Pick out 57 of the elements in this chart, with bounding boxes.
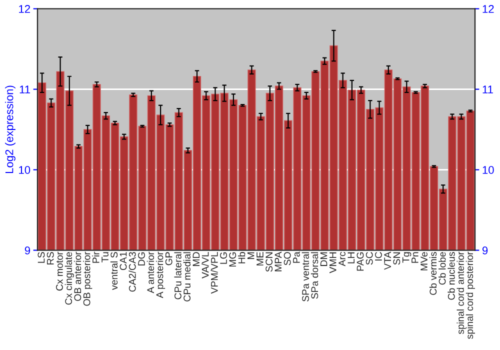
x-tick-label: A posterior bbox=[156, 252, 166, 298]
x-tick-label: RS bbox=[46, 252, 54, 264]
y2-tick-label: 11 bbox=[482, 86, 493, 94]
y-tick-label: 10 bbox=[19, 166, 30, 174]
x-tick-label: SO bbox=[284, 252, 291, 266]
x-tick-label: ventral S bbox=[110, 252, 118, 290]
x-tick-label: Tu bbox=[102, 252, 108, 262]
y-axis-title: Log2 (expression) bbox=[5, 86, 16, 174]
x-tick-label: M bbox=[248, 252, 254, 259]
x-tick-label: MPA bbox=[274, 252, 282, 272]
y2-tick-label: 12 bbox=[482, 5, 494, 13]
x-tick-label: Hb bbox=[238, 252, 246, 264]
x-tick-label: OB posterior bbox=[83, 252, 92, 306]
x-tick-label: Cb vermis bbox=[429, 252, 437, 295]
x-tick-label: Pir bbox=[92, 252, 100, 263]
x-tick-label: SN bbox=[393, 252, 400, 265]
x-tick-label: CA1 bbox=[120, 252, 127, 270]
y2-tick-label: 9 bbox=[482, 246, 488, 254]
y2-tick-label: 10 bbox=[482, 166, 494, 174]
x-tick-label: spinal cord anterior bbox=[456, 252, 466, 334]
x-tick-label: SPa dorsal bbox=[310, 252, 318, 299]
x-tick-label: Tg bbox=[402, 252, 412, 263]
x-tick-label: LS bbox=[38, 252, 45, 263]
x-tick-label: VTA bbox=[384, 252, 391, 270]
x-tick-label: VA/VL bbox=[202, 252, 209, 278]
x-tick-label: Arc bbox=[338, 252, 346, 266]
x-tick-label: A anterior bbox=[146, 252, 154, 294]
x-tick-label: CPu medial bbox=[183, 252, 190, 302]
x-tick-label: VMH bbox=[330, 252, 336, 274]
x-tick-label: VPM/VPL bbox=[210, 252, 218, 294]
x-tick-label: IC bbox=[375, 252, 382, 260]
x-tick-label: Cb nucleus bbox=[448, 252, 455, 300]
x-tick-label: OB anterior bbox=[74, 252, 82, 301]
x-tick-label: Pa bbox=[293, 252, 300, 263]
x-tick-label: Cx motor bbox=[56, 252, 63, 291]
x-tick-label: MD bbox=[192, 252, 200, 266]
x-tick-label: Cb lobe bbox=[438, 252, 446, 285]
x-tick-label: Cx cingulate bbox=[64, 252, 74, 305]
y-tick-label: 12 bbox=[19, 5, 30, 13]
x-tick-label: DM bbox=[320, 252, 328, 266]
x-tick-label: SCN bbox=[266, 252, 273, 272]
x-tick-label: LH bbox=[348, 252, 354, 264]
x-tick-label: SC bbox=[366, 252, 373, 265]
x-tick-label: PAG bbox=[356, 252, 364, 271]
y-tick-label: 11 bbox=[20, 86, 30, 94]
x-tick-label: MVe bbox=[420, 252, 428, 270]
x-tick-label: LG bbox=[220, 252, 227, 264]
y-tick-label: 9 bbox=[24, 246, 30, 254]
x-tick-label: DG bbox=[138, 252, 145, 266]
x-tick-label: spinal cord posterior bbox=[466, 252, 475, 339]
x-tick-label: Pn bbox=[412, 252, 418, 263]
x-tick-label: ME bbox=[256, 252, 264, 266]
x-tick-label: CA2/CA3 bbox=[128, 252, 136, 292]
x-tick-label: MG bbox=[229, 252, 236, 266]
x-tick-label: SPa ventral bbox=[302, 252, 309, 302]
x-tick-label: CPu lateral bbox=[174, 252, 182, 300]
x-tick-label: GP bbox=[165, 252, 172, 266]
